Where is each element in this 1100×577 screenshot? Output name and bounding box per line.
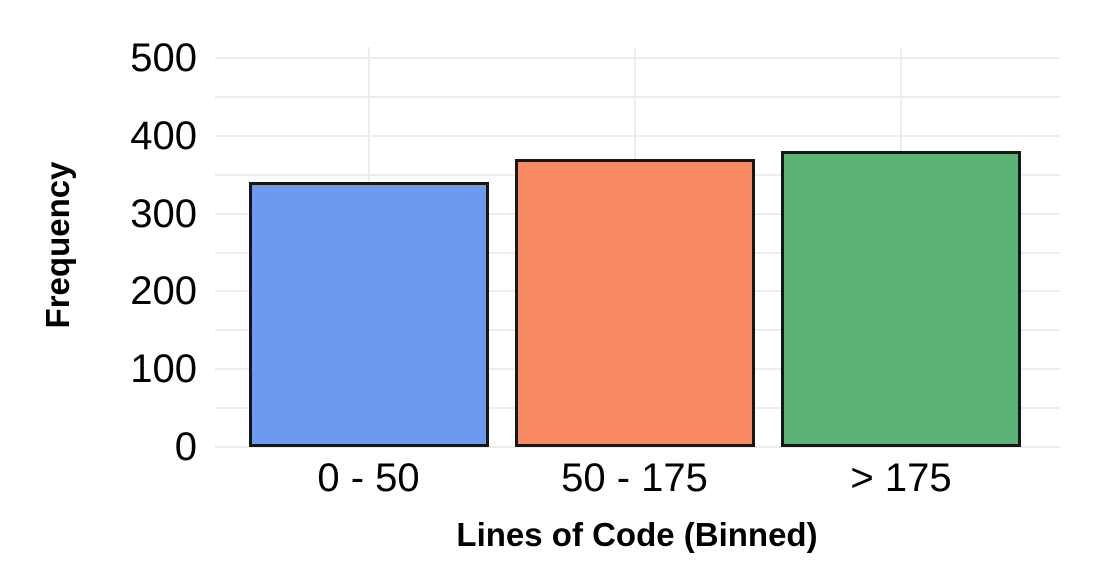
y-tick-label: 100 <box>130 347 197 392</box>
horizontal-gridline <box>215 57 1060 59</box>
bar-50-175 <box>514 159 755 447</box>
bar->175 <box>781 151 1021 447</box>
bar-0-50 <box>248 182 489 447</box>
y-tick-label: 300 <box>130 191 197 236</box>
horizontal-gridline <box>215 95 1060 98</box>
y-tick-label: 400 <box>130 113 197 158</box>
x-tick-label: > 175 <box>850 456 952 500</box>
plot-area <box>215 47 1060 448</box>
x-axis-title: Lines of Code (Binned) <box>456 516 818 553</box>
y-tick-label: 0 <box>174 425 197 469</box>
y-tick-label: 500 <box>130 36 197 80</box>
y-tick-label: 200 <box>130 269 197 314</box>
y-axis-title: Frequency <box>39 161 76 329</box>
horizontal-gridline <box>215 446 1060 448</box>
x-tick-label: 0 - 50 <box>317 456 420 500</box>
x-tick-label: 50 - 175 <box>561 456 708 500</box>
y-axis-tick-labels: 0 100 200 300 400 500 <box>0 0 197 577</box>
horizontal-gridline <box>215 134 1060 137</box>
